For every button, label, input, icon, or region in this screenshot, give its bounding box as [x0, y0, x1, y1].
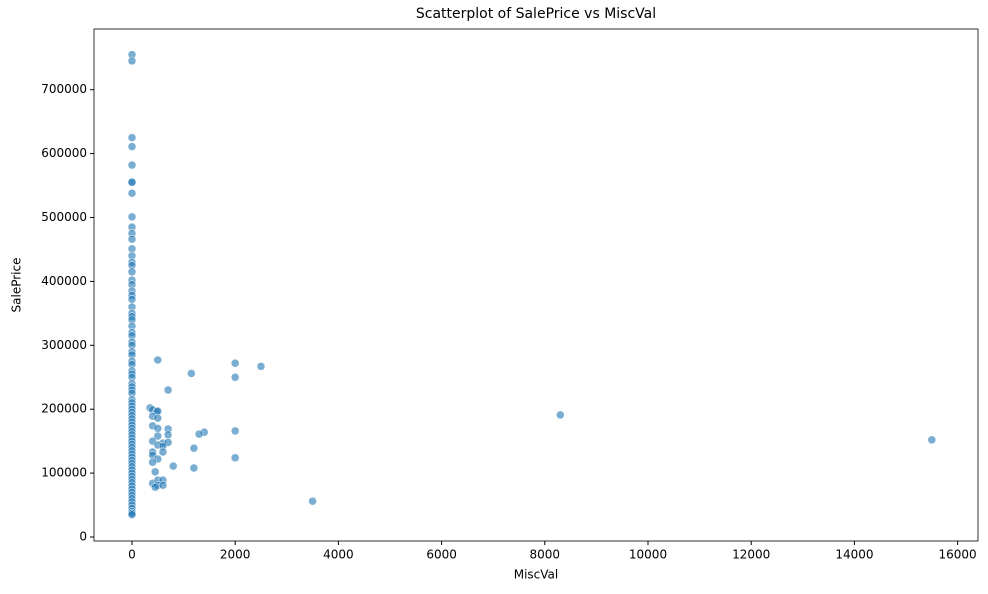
- point: [127, 267, 137, 277]
- point: [163, 430, 173, 440]
- point: [153, 355, 163, 365]
- x-axis-label: MiscVal: [514, 568, 559, 582]
- point: [230, 358, 240, 368]
- point: [189, 463, 199, 473]
- point: [127, 188, 137, 198]
- point: [158, 447, 168, 457]
- point: [153, 424, 163, 433]
- x-tick-label: 8000: [530, 548, 561, 562]
- y-tick-label: 0: [79, 529, 87, 543]
- point: [230, 373, 240, 382]
- point: [150, 482, 160, 492]
- y-tick-label: 400000: [41, 274, 87, 288]
- point: [308, 496, 317, 506]
- x-tick-label: 0: [128, 548, 136, 562]
- point: [230, 453, 240, 463]
- point: [148, 457, 157, 467]
- x-tick-label: 12000: [732, 548, 770, 562]
- point: [163, 385, 173, 395]
- point: [127, 212, 137, 222]
- point: [194, 429, 204, 439]
- point: [127, 295, 137, 304]
- point: [127, 142, 137, 151]
- y-tick-label: 100000: [41, 466, 87, 480]
- point: [127, 510, 137, 519]
- plot-frame: [93, 28, 979, 542]
- point: [127, 160, 137, 170]
- y-axis-label: SalePrice: [10, 258, 24, 313]
- point: [127, 56, 137, 66]
- point: [189, 443, 199, 453]
- point: [153, 431, 163, 441]
- y-tick-label: 300000: [41, 338, 87, 352]
- point: [927, 435, 937, 445]
- x-tick-label: 16000: [939, 548, 977, 562]
- point: [150, 467, 160, 477]
- point: [127, 234, 137, 244]
- x-tick-label: 10000: [629, 548, 667, 562]
- y-tick-label: 600000: [41, 146, 87, 160]
- y-tick-label: 700000: [41, 82, 87, 96]
- point: [127, 178, 137, 187]
- x-tick-label: 6000: [426, 548, 457, 562]
- point: [256, 362, 266, 371]
- point: [556, 410, 565, 420]
- y-tick-label: 500000: [41, 210, 87, 224]
- point: [153, 413, 163, 423]
- point: [230, 426, 240, 436]
- point: [158, 480, 168, 490]
- point: [127, 133, 137, 142]
- chart-title: Scatterplot of SalePrice vs MiscVal: [416, 6, 656, 22]
- y-tick-label: 200000: [41, 402, 87, 416]
- point: [187, 369, 196, 378]
- x-tick-label: 2000: [220, 548, 251, 562]
- x-tick-label: 4000: [323, 548, 354, 562]
- x-tick-label: 14000: [835, 548, 873, 562]
- point: [169, 461, 178, 471]
